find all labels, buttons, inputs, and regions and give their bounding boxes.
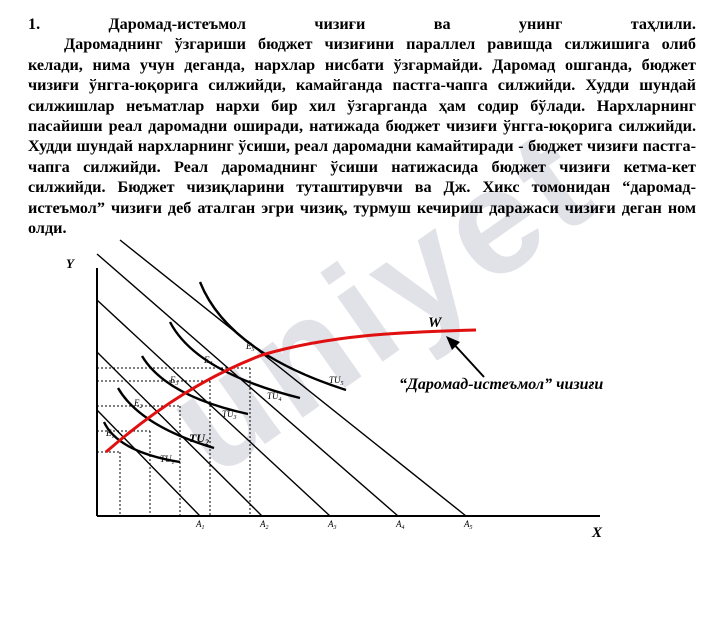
heading-word: таҳлили. [630,15,696,33]
indifference-curve-2 [116,387,215,450]
budget-line-1 [96,409,201,517]
budget-line-4 [96,253,399,517]
indifference-label-tu1: TU1 [160,454,175,466]
equilibrium-labels: E1 E2 E3 E4 E5 [105,341,255,440]
indifference-curve-5 [198,281,347,392]
indifference-label-tu4: TU4 [267,391,282,403]
budget-line-3 [96,299,331,517]
y-axis-label: Y [66,256,75,271]
income-consumption-curve [105,328,477,454]
indifference-labels: TU1 TU2 TU3 TU4 TU5 [160,375,344,466]
text-block: 1. Даромад-истеъмол чизиғи ва унинг таҳл… [28,14,696,238]
indifference-curve-4 [168,321,301,400]
heading-word: Даромад-истеъмол [108,15,246,33]
callout-arrow [450,340,485,378]
indifference-curve-1 [102,421,181,464]
section-heading: 1. Даромад-истеъмол чизиғи ва унинг таҳл… [28,14,696,34]
body-paragraph: Даромаднинг ўзгариши бюджет чизиғини пар… [28,35,696,238]
indifference-label-tu3: TU3 [222,409,237,421]
equilibrium-label-e5: E5 [245,341,255,353]
x-tick-a2: A2 [259,519,269,531]
x-tick-a3: A3 [327,519,337,531]
x-tick-labels: A1 A2 A3 A4 A5 [195,519,473,531]
heading-word: ва [433,15,451,33]
equilibrium-label-e2: E2 [133,398,143,410]
x-tick-a5: A5 [463,519,473,531]
curve-label-w: W [428,315,443,331]
callout-label: “Даромад-истеъмол” чизиғи [399,376,603,393]
indifference-curve-3 [140,355,249,416]
indifference-label-tu2: TU2 [189,431,209,447]
income-consumption-graph: Y X W “Даромад-истеъмол” чизиғи E1 [66,239,603,540]
x-axis-label: X [591,525,603,540]
heading-word: унинг [518,15,563,33]
x-tick-a1: A1 [195,519,205,531]
equilibrium-label-e1: E1 [105,428,115,440]
indifference-curves [102,281,347,464]
heading-word: чизиғи [314,15,366,33]
equilibrium-label-e4: E4 [203,355,213,367]
equilibrium-label-e3: E3 [169,375,179,387]
callout-arrowhead [446,336,460,350]
budget-line-5 [119,239,467,517]
indifference-label-tu5: TU5 [329,375,344,387]
heading-number: 1. [28,15,41,33]
x-tick-a4: A4 [395,519,405,531]
